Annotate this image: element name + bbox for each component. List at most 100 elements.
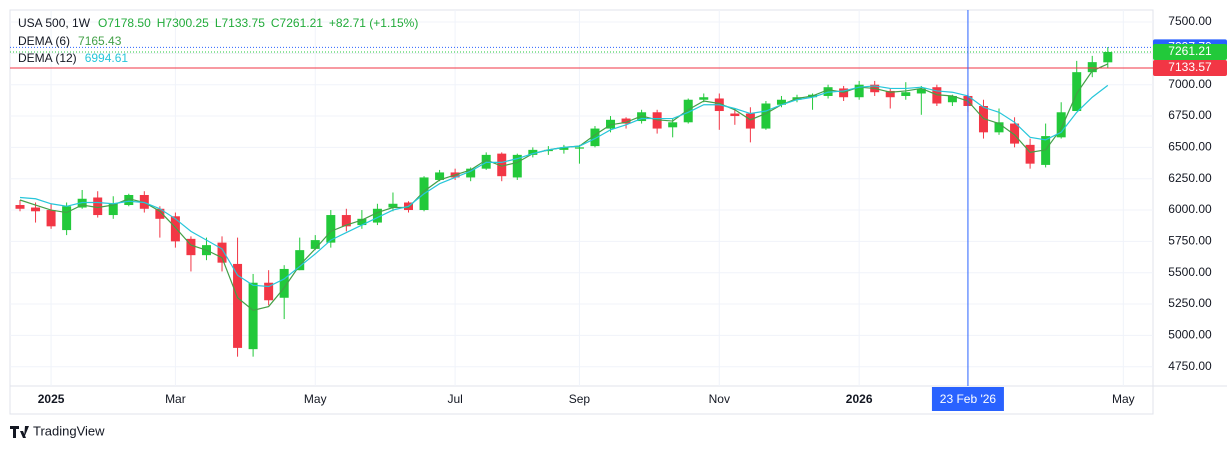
candle-body (606, 119, 616, 129)
y-tick-label: 5250.00 (1168, 296, 1212, 310)
candle-body (264, 282, 274, 301)
ohlc-value: L7133.75 (215, 16, 265, 30)
y-tick-label: 6750.00 (1168, 108, 1212, 122)
price-label-bg (1153, 43, 1227, 60)
candle-body (854, 84, 864, 98)
candle-body (77, 198, 87, 208)
candle-body (310, 240, 320, 249)
candle-body (1010, 123, 1020, 144)
candle-body (512, 154, 522, 178)
legend-item: DEMA (12) 6994.61 (18, 51, 128, 65)
candle-body (46, 210, 56, 227)
candle-body (186, 238, 196, 256)
candle-body (823, 87, 833, 96)
candle-body (761, 103, 771, 129)
candle-body (233, 263, 243, 348)
candle-body (357, 218, 367, 226)
x-tick-label: Nov (709, 392, 730, 406)
price-label-bg (1153, 59, 1227, 76)
candle-body (885, 90, 895, 98)
candle-body (217, 242, 227, 263)
logo (10, 426, 29, 438)
dema-line (19, 63, 1109, 311)
candle-body (621, 118, 631, 124)
y-tick-label: 7000.00 (1168, 77, 1212, 91)
y-tick-label: 5500.00 (1168, 265, 1212, 279)
y-tick-label: 6500.00 (1168, 140, 1212, 154)
y-tick-label: 6250.00 (1168, 171, 1212, 185)
candle-body (295, 250, 305, 271)
candle-body (435, 172, 445, 180)
y-tick-label: 7500.00 (1168, 14, 1212, 28)
candle-body (652, 112, 662, 129)
candle-body (1041, 136, 1051, 165)
x-tick-label: May (304, 392, 327, 406)
candle-body (932, 87, 942, 104)
y-tick-label: 5000.00 (1168, 328, 1212, 342)
candle-body (1056, 112, 1066, 138)
candle-body (481, 154, 491, 169)
candle-body (124, 194, 134, 206)
ohlc-value: O7178.50 (98, 16, 151, 30)
price-label: 7133.57 (1168, 60, 1212, 74)
x-tick-label: May (1112, 392, 1135, 406)
candle-body (93, 197, 103, 216)
frame (9, 9, 1154, 415)
candle-body (839, 88, 849, 98)
legend-item: DEMA (6) 7165.43 (18, 34, 122, 48)
candle-body (170, 216, 180, 242)
crosshair-label-bg (931, 387, 1004, 411)
candle-body (683, 99, 693, 123)
x-tick-label: 2025 (38, 392, 65, 406)
x-tick-label: 2026 (846, 392, 873, 406)
candle-body (139, 194, 149, 209)
candle-body (745, 113, 755, 129)
watermark: TradingView (33, 423, 105, 438)
candle-body (559, 147, 569, 150)
ohlc-value: C7261.21 (271, 16, 323, 30)
candle-body (279, 268, 289, 298)
symbol: USA 500, 1W (18, 16, 91, 30)
candle-body (543, 149, 553, 152)
candle-body (699, 97, 709, 100)
candle-body (326, 215, 336, 243)
candle-body (388, 203, 398, 208)
candle-body (248, 282, 258, 350)
candle-body (668, 122, 678, 128)
legend-header: USA 500, 1W O7178.50 H7300.25 L7133.75 C7261… (18, 16, 418, 30)
legend-name: DEMA (6) (18, 34, 70, 48)
candle-body (497, 153, 507, 177)
legend-name: DEMA (12) (18, 51, 77, 65)
candle-body (776, 99, 786, 105)
change: +82.71 (+1.15%) (329, 16, 418, 30)
candle-body (994, 122, 1004, 133)
candle-body (947, 95, 957, 103)
ohlc-value: H7300.25 (157, 16, 209, 30)
dema-line (19, 84, 1109, 288)
x-tick-label: Jul (447, 392, 462, 406)
legend-value: 6994.61 (85, 51, 129, 65)
candle-body (1087, 62, 1097, 73)
candle-body (916, 88, 926, 94)
candle-body (730, 113, 740, 117)
crosshair-label: 23 Feb '26 (940, 392, 997, 406)
legend-value: 7165.43 (78, 34, 122, 48)
price-label: 7261.21 (1168, 44, 1212, 58)
candle-body (15, 205, 25, 209)
candle-body (528, 149, 538, 155)
candle-body (155, 208, 165, 219)
candle-body (901, 92, 911, 96)
candle-body (31, 207, 41, 212)
candle-body (1025, 144, 1035, 164)
candle-body (1072, 72, 1082, 112)
y-tick-label: 5750.00 (1168, 234, 1212, 248)
candle-body (466, 168, 476, 178)
x-tick-label: Mar (165, 392, 186, 406)
candle-body (372, 208, 382, 223)
candle-body (574, 147, 584, 149)
candle-body (341, 215, 351, 227)
candle-body (1103, 51, 1113, 63)
candle-body (108, 203, 118, 216)
x-tick-label: Sep (569, 392, 591, 406)
